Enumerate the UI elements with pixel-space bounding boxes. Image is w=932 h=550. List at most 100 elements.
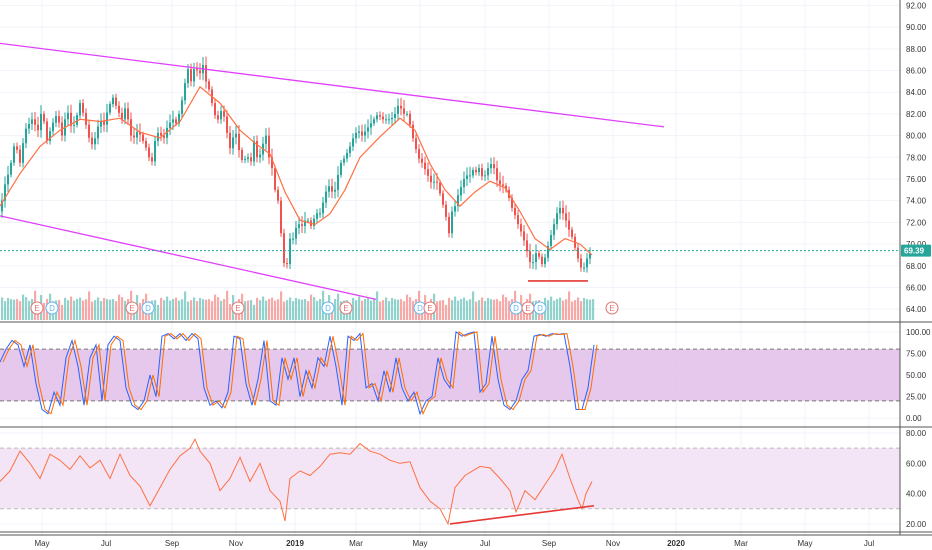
volume-bar bbox=[43, 302, 46, 320]
candle-body bbox=[325, 191, 327, 203]
volume-bar bbox=[175, 297, 178, 320]
candle-body bbox=[277, 189, 279, 201]
stochastic-tick-label: 75.00 bbox=[906, 349, 927, 358]
volume-bar bbox=[223, 299, 226, 320]
volume-bar bbox=[409, 297, 412, 320]
volume-bar bbox=[439, 300, 442, 320]
candle-body bbox=[265, 135, 267, 144]
volume-bar bbox=[100, 301, 103, 320]
volume-bar bbox=[286, 300, 289, 320]
candle-body bbox=[112, 97, 114, 105]
candle-body bbox=[502, 184, 504, 186]
marker-label: D bbox=[513, 304, 519, 313]
dividend-marker[interactable] bbox=[45, 301, 59, 315]
volume-bar bbox=[301, 299, 304, 320]
volume-bar bbox=[571, 301, 574, 320]
volume-bar bbox=[196, 301, 199, 320]
candle-body bbox=[433, 181, 435, 183]
time-tick-label: Jul bbox=[480, 539, 490, 548]
channel-lower-trendline bbox=[0, 215, 377, 301]
candle-body bbox=[298, 224, 300, 228]
volume-bar bbox=[109, 299, 112, 320]
candle-body bbox=[457, 195, 459, 207]
candle-body bbox=[331, 186, 333, 192]
earnings-marker[interactable] bbox=[605, 301, 619, 315]
time-tick-label: Nov bbox=[606, 539, 620, 548]
candle-body bbox=[271, 157, 273, 169]
stochastic-d-line bbox=[2, 330, 598, 416]
volume-bar bbox=[505, 297, 508, 320]
candle-body bbox=[343, 158, 345, 163]
candle-body bbox=[505, 185, 507, 190]
volume-bar bbox=[271, 297, 274, 320]
candle-body bbox=[133, 135, 135, 138]
dividend-marker[interactable] bbox=[141, 301, 155, 315]
volume-bar bbox=[88, 291, 91, 320]
volume-bar bbox=[460, 298, 463, 320]
volume-bar bbox=[211, 301, 214, 320]
volume-bar bbox=[181, 299, 184, 320]
candle-body bbox=[481, 168, 483, 177]
candle-body bbox=[232, 137, 234, 149]
candle-body bbox=[385, 119, 387, 121]
candle-body bbox=[526, 240, 528, 252]
volume-bar bbox=[13, 299, 16, 320]
candle-body bbox=[109, 104, 111, 113]
volume-bar bbox=[103, 298, 106, 320]
candle-body bbox=[22, 143, 24, 163]
candle-body bbox=[217, 115, 219, 120]
candle-body bbox=[142, 134, 144, 142]
marker-label: D bbox=[537, 304, 543, 313]
candle-body bbox=[160, 132, 162, 136]
marker-label: E bbox=[129, 304, 134, 313]
dividend-marker[interactable] bbox=[533, 301, 547, 315]
candle-body bbox=[478, 168, 480, 173]
dividend-marker[interactable] bbox=[321, 301, 335, 315]
candle-body bbox=[226, 116, 228, 133]
stochastic-tick-label: 100.00 bbox=[906, 328, 931, 337]
candle-body bbox=[400, 105, 402, 109]
volume-bar bbox=[220, 300, 223, 320]
candle-body bbox=[199, 70, 201, 74]
candle-body bbox=[274, 168, 276, 190]
candle-body bbox=[535, 253, 537, 263]
volume-bar bbox=[7, 298, 10, 320]
candle-body bbox=[130, 119, 132, 136]
candle-body bbox=[154, 141, 156, 162]
candle-body bbox=[319, 213, 321, 215]
volume-bar bbox=[466, 300, 469, 320]
candle-body bbox=[358, 131, 360, 133]
candle-body bbox=[571, 229, 573, 237]
candle-body bbox=[487, 168, 489, 176]
price-tick-label: 66.00 bbox=[906, 283, 927, 292]
rsi-tick-label: 60.00 bbox=[906, 459, 927, 468]
earnings-marker[interactable] bbox=[30, 301, 44, 315]
volume-bar bbox=[379, 301, 382, 320]
candle-body bbox=[34, 119, 36, 125]
volume-bar bbox=[304, 299, 307, 320]
price-tick-label: 68.00 bbox=[906, 262, 927, 271]
volume-bar bbox=[253, 304, 256, 320]
candle-body bbox=[466, 175, 468, 179]
candle-body bbox=[472, 169, 474, 176]
earnings-marker[interactable] bbox=[423, 301, 437, 315]
candle-body bbox=[85, 112, 87, 125]
volume-bar bbox=[292, 301, 295, 320]
volume-bar bbox=[364, 298, 367, 320]
price-candles[interactable] bbox=[1, 56, 591, 273]
price-tick-label: 78.00 bbox=[906, 153, 927, 162]
candle-body bbox=[316, 213, 318, 219]
candle-body bbox=[169, 122, 171, 128]
earnings-marker[interactable] bbox=[125, 301, 139, 315]
earnings-marker[interactable] bbox=[231, 301, 245, 315]
candle-body bbox=[499, 180, 501, 185]
earnings-marker[interactable] bbox=[339, 301, 353, 315]
volume-bar bbox=[382, 300, 385, 320]
candle-body bbox=[175, 119, 177, 124]
candle-body bbox=[67, 112, 69, 120]
candle-body bbox=[565, 213, 567, 221]
volume-bar bbox=[445, 304, 448, 320]
